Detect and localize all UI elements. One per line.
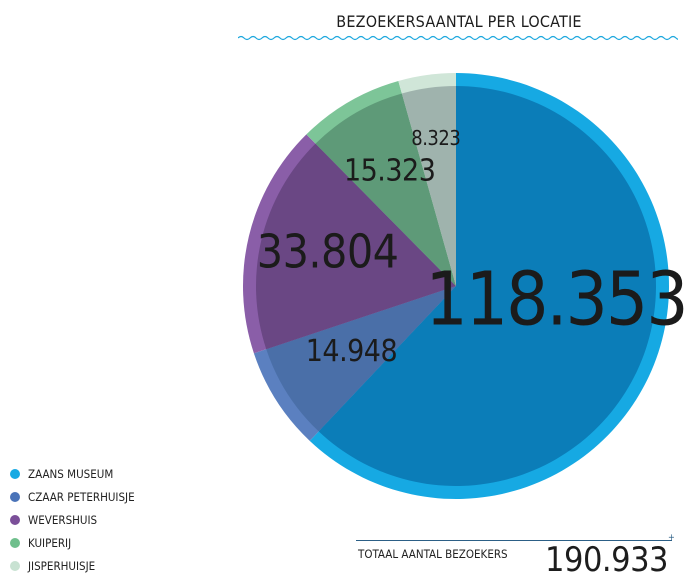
- slice-value-label-2: 33.804: [257, 225, 399, 279]
- legend-label: CZAAR PETERHUISJE: [28, 489, 135, 504]
- legend-dot: [10, 537, 20, 548]
- slice-value-label-0: 118.353: [425, 257, 686, 343]
- title-wave-divider: [238, 35, 678, 41]
- legend-label: WEVERSHUIS: [28, 512, 98, 527]
- legend-item-czaar-peterhuisje: CZAAR PETERHUISJE: [10, 485, 135, 508]
- pie-slice-2: [256, 143, 456, 350]
- slice-value-label-1: 14.948: [306, 334, 397, 369]
- legend-item-wevershuis: WEVERSHUIS: [10, 508, 135, 531]
- total-divider: [356, 540, 672, 541]
- legend-item-kuiperij: KUIPERIJ: [10, 531, 135, 554]
- slice-value-label-3: 15.323: [344, 153, 435, 188]
- legend-dot: [10, 514, 20, 525]
- pie-slice-0: [318, 86, 656, 486]
- pie-slice-1: [266, 286, 456, 432]
- legend-item-jisperhuisje: JISPERHUISJE: [10, 554, 135, 577]
- legend-dot: [10, 491, 20, 502]
- pie-slice-3: [315, 93, 456, 286]
- total-value: 190.933: [545, 540, 668, 580]
- legend-dot: [10, 468, 20, 479]
- pie-slice-4: [401, 86, 456, 286]
- legend-label: KUIPERIJ: [28, 535, 72, 550]
- chart-title: BEZOEKERSAANTAL PER LOCATIE: [336, 12, 582, 31]
- legend-dot: [10, 560, 20, 571]
- slice-value-label-4: 8.323: [411, 126, 460, 150]
- legend: ZAANS MUSEUM CZAAR PETERHUISJE WEVERSHUI…: [10, 462, 135, 577]
- plus-mark-icon: +: [668, 533, 675, 543]
- legend-label: ZAANS MUSEUM: [28, 466, 114, 481]
- legend-item-zaans-museum: ZAANS MUSEUM: [10, 462, 135, 485]
- total-label: TOTAAL AANTAL BEZOEKERS: [358, 547, 508, 561]
- legend-label: JISPERHUISJE: [28, 558, 96, 573]
